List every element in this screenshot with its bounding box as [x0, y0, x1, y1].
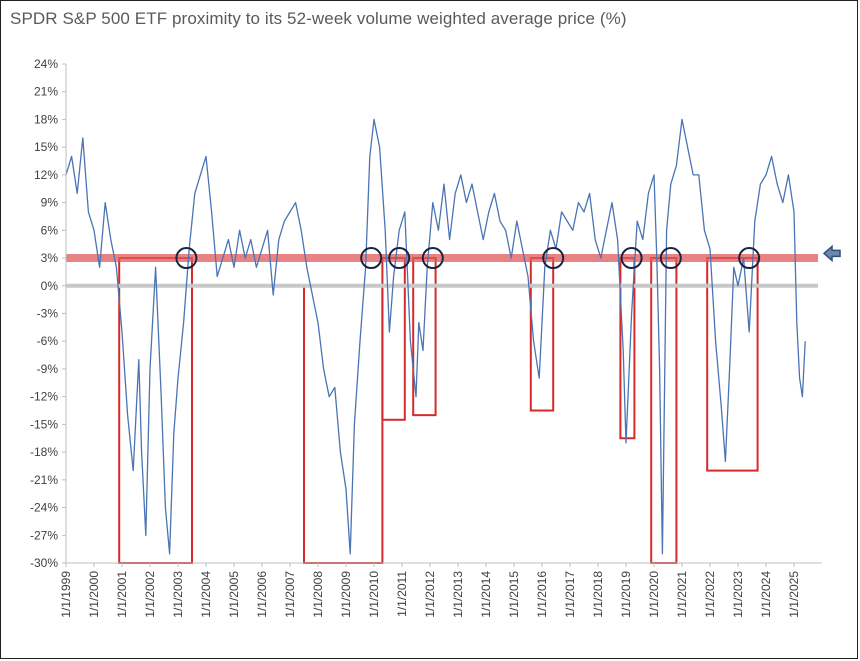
- y-tick-label: -6%: [37, 334, 59, 348]
- x-tick-label: 1/1/2001: [115, 571, 129, 618]
- x-tick-label: 1/1/2013: [451, 571, 465, 618]
- x-tick-label: 1/1/1999: [59, 571, 73, 618]
- y-tick-label: 9%: [41, 196, 59, 210]
- highlight-box: [118, 257, 193, 564]
- x-tick-label: 1/1/2021: [675, 571, 689, 618]
- x-tick-label: 1/1/2017: [563, 571, 577, 618]
- circle-marker: [738, 247, 761, 270]
- y-tick-label: 24%: [34, 57, 58, 71]
- y-tick-label: 0%: [41, 279, 59, 293]
- y-tick-label: -18%: [30, 445, 58, 459]
- x-tick-label: 1/1/2010: [367, 571, 381, 618]
- x-tick-label: 1/1/2025: [787, 571, 801, 618]
- y-tick-label: 6%: [41, 223, 59, 237]
- left-arrow-icon: [822, 244, 841, 263]
- x-tick-label: 1/1/2004: [199, 571, 213, 618]
- circle-marker: [175, 247, 198, 270]
- x-tick-label: 1/1/2012: [423, 571, 437, 618]
- y-tick-label: -27%: [30, 528, 58, 542]
- x-tick-label: 1/1/2003: [171, 571, 185, 618]
- x-tick-label: 1/1/2022: [703, 571, 717, 618]
- circle-marker: [620, 247, 643, 270]
- y-tick-label: -24%: [30, 501, 58, 515]
- y-tick-labels: 24% 21% 18% 15% 12% 9% 6% 3% 0% -3% -6% -9% -12% -15%…: [30, 57, 66, 570]
- y-tick-label: 3%: [41, 251, 59, 265]
- y-tick-label: 21%: [34, 85, 58, 99]
- y-tick-label: -21%: [30, 473, 58, 487]
- x-tick-label: 1/1/2011: [395, 571, 409, 617]
- x-tick-label: 1/1/2016: [535, 571, 549, 618]
- y-tick-label: 18%: [34, 112, 58, 126]
- axes: [65, 64, 822, 564]
- y-tick-label: -9%: [37, 362, 59, 376]
- x-tick-label: 1/1/2006: [255, 571, 269, 618]
- x-tick-label: 1/1/2014: [479, 571, 493, 618]
- circle-marker: [542, 247, 565, 270]
- x-tick-labels: 1/1/1999 1/1/2000 1/1/2001 1/1/2002 1/1/2003…: [59, 563, 801, 618]
- x-tick-label: 1/1/2024: [759, 571, 773, 618]
- y-tick-label: -3%: [37, 307, 59, 321]
- x-tick-label: 1/1/2015: [507, 571, 521, 618]
- chart-title: SPDR S&P 500 ETF proximity to its 52-wee…: [10, 9, 627, 28]
- x-tick-label: 1/1/2023: [731, 571, 745, 618]
- highlight-box: [303, 284, 384, 564]
- circle-marker: [360, 247, 383, 270]
- y-tick-label: 12%: [34, 168, 58, 182]
- x-tick-label: 1/1/2018: [591, 571, 605, 618]
- series-line: [65, 118, 806, 555]
- x-tick-label: 1/1/2007: [283, 571, 297, 618]
- x-tick-label: 1/1/2005: [227, 571, 241, 618]
- x-tick-label: 1/1/2019: [619, 571, 633, 618]
- y-tick-label: -12%: [30, 390, 58, 404]
- circle-marker: [659, 247, 682, 270]
- x-tick-label: 1/1/2002: [143, 571, 157, 618]
- y-tick-label: -15%: [30, 417, 58, 431]
- x-tick-label: 1/1/2020: [647, 571, 661, 618]
- circle-marker: [421, 247, 444, 270]
- y-tick-label: 15%: [34, 140, 58, 154]
- x-tick-label: 1/1/2000: [87, 571, 101, 618]
- series-group: [65, 118, 806, 555]
- arrow-marker: [822, 244, 841, 263]
- x-tick-label: 1/1/2008: [311, 571, 325, 618]
- x-tick-label: 1/1/2009: [339, 571, 353, 618]
- circle-marker: [388, 247, 411, 270]
- y-tick-label: -30%: [30, 556, 58, 570]
- circle-markers: [175, 247, 761, 270]
